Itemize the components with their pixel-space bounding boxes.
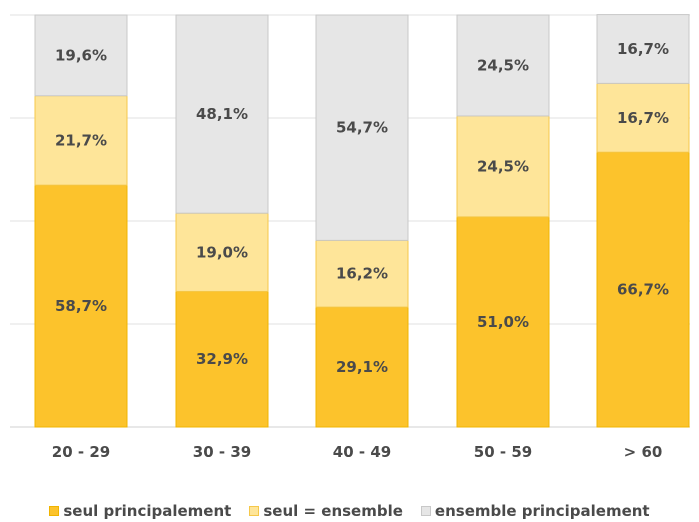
bar-segment-2-1 — [34, 95, 128, 186]
legend-label-seul-egal-ensemble: seul = ensemble — [263, 502, 403, 520]
data-label-3-1: 19,6% — [55, 46, 107, 64]
data-label-1-1: 58,7% — [55, 297, 107, 315]
x-tick-label-5: > 60 — [624, 443, 663, 461]
bars — [34, 14, 690, 428]
legend: seul principalement seul = ensemble ense… — [0, 500, 699, 522]
bar-segment-3-5 — [596, 14, 690, 84]
data-label-3-3: 54,7% — [336, 119, 388, 137]
x-tick-label-3: 40 - 49 — [333, 443, 391, 461]
bar-segment-2-4 — [456, 115, 550, 218]
bar-segment-2-5 — [596, 82, 690, 153]
legend-label-seul-principalement: seul principalement — [63, 502, 232, 520]
data-label-1-3: 29,1% — [336, 358, 388, 376]
legend-swatch-seul-principalement — [49, 506, 60, 516]
data-label-1-2: 32,9% — [196, 350, 248, 368]
bar-segment-2-3 — [315, 239, 409, 308]
data-label-2-5: 16,7% — [617, 109, 669, 127]
data-label-3-5: 16,7% — [617, 40, 669, 58]
legend-swatch-ensemble-principalement — [420, 506, 431, 516]
bar-segment-3-4 — [456, 14, 550, 117]
data-label-3-4: 24,5% — [477, 56, 529, 74]
legend-item-seul-principalement: seul principalement — [49, 502, 231, 520]
legend-label-ensemble-principalement: ensemble principalement — [434, 502, 650, 520]
x-tick-label-1: 20 - 29 — [52, 443, 110, 461]
data-label-2-2: 19,0% — [196, 243, 248, 261]
legend-swatch-seul-egal-ensemble — [249, 506, 260, 516]
data-label-2-4: 24,5% — [477, 157, 529, 175]
bar-segment-1-3 — [315, 306, 409, 428]
bar-segment-1-4 — [456, 216, 550, 428]
data-label-1-5: 66,7% — [617, 281, 669, 299]
bar-segment-3-3 — [315, 14, 409, 241]
data-label-2-1: 21,7% — [55, 131, 107, 149]
data-labels: 58,7% 21,7% 19,6% 32,9% 19,0% 48,1% 29,1% 16,2%… — [55, 40, 669, 376]
data-label-2-3: 16,2% — [336, 265, 388, 283]
legend-item-seul-egal-ensemble: seul = ensemble — [249, 502, 403, 520]
x-tick-label-2: 30 - 39 — [193, 443, 251, 461]
bar-segment-3-2 — [175, 14, 269, 214]
bar-segment-3-1 — [34, 14, 128, 97]
x-axis: 20 - 29 30 - 39 40 - 49 50 - 59 > 60 — [52, 443, 663, 461]
data-label-3-2: 48,1% — [196, 105, 248, 123]
legend-item-ensemble-principalement: ensemble principalement — [420, 502, 650, 520]
data-label-1-4: 51,0% — [477, 313, 529, 331]
x-tick-label-4: 50 - 59 — [474, 443, 532, 461]
bar-segment-1-5 — [596, 151, 690, 428]
bar-segment-1-1 — [34, 184, 128, 428]
